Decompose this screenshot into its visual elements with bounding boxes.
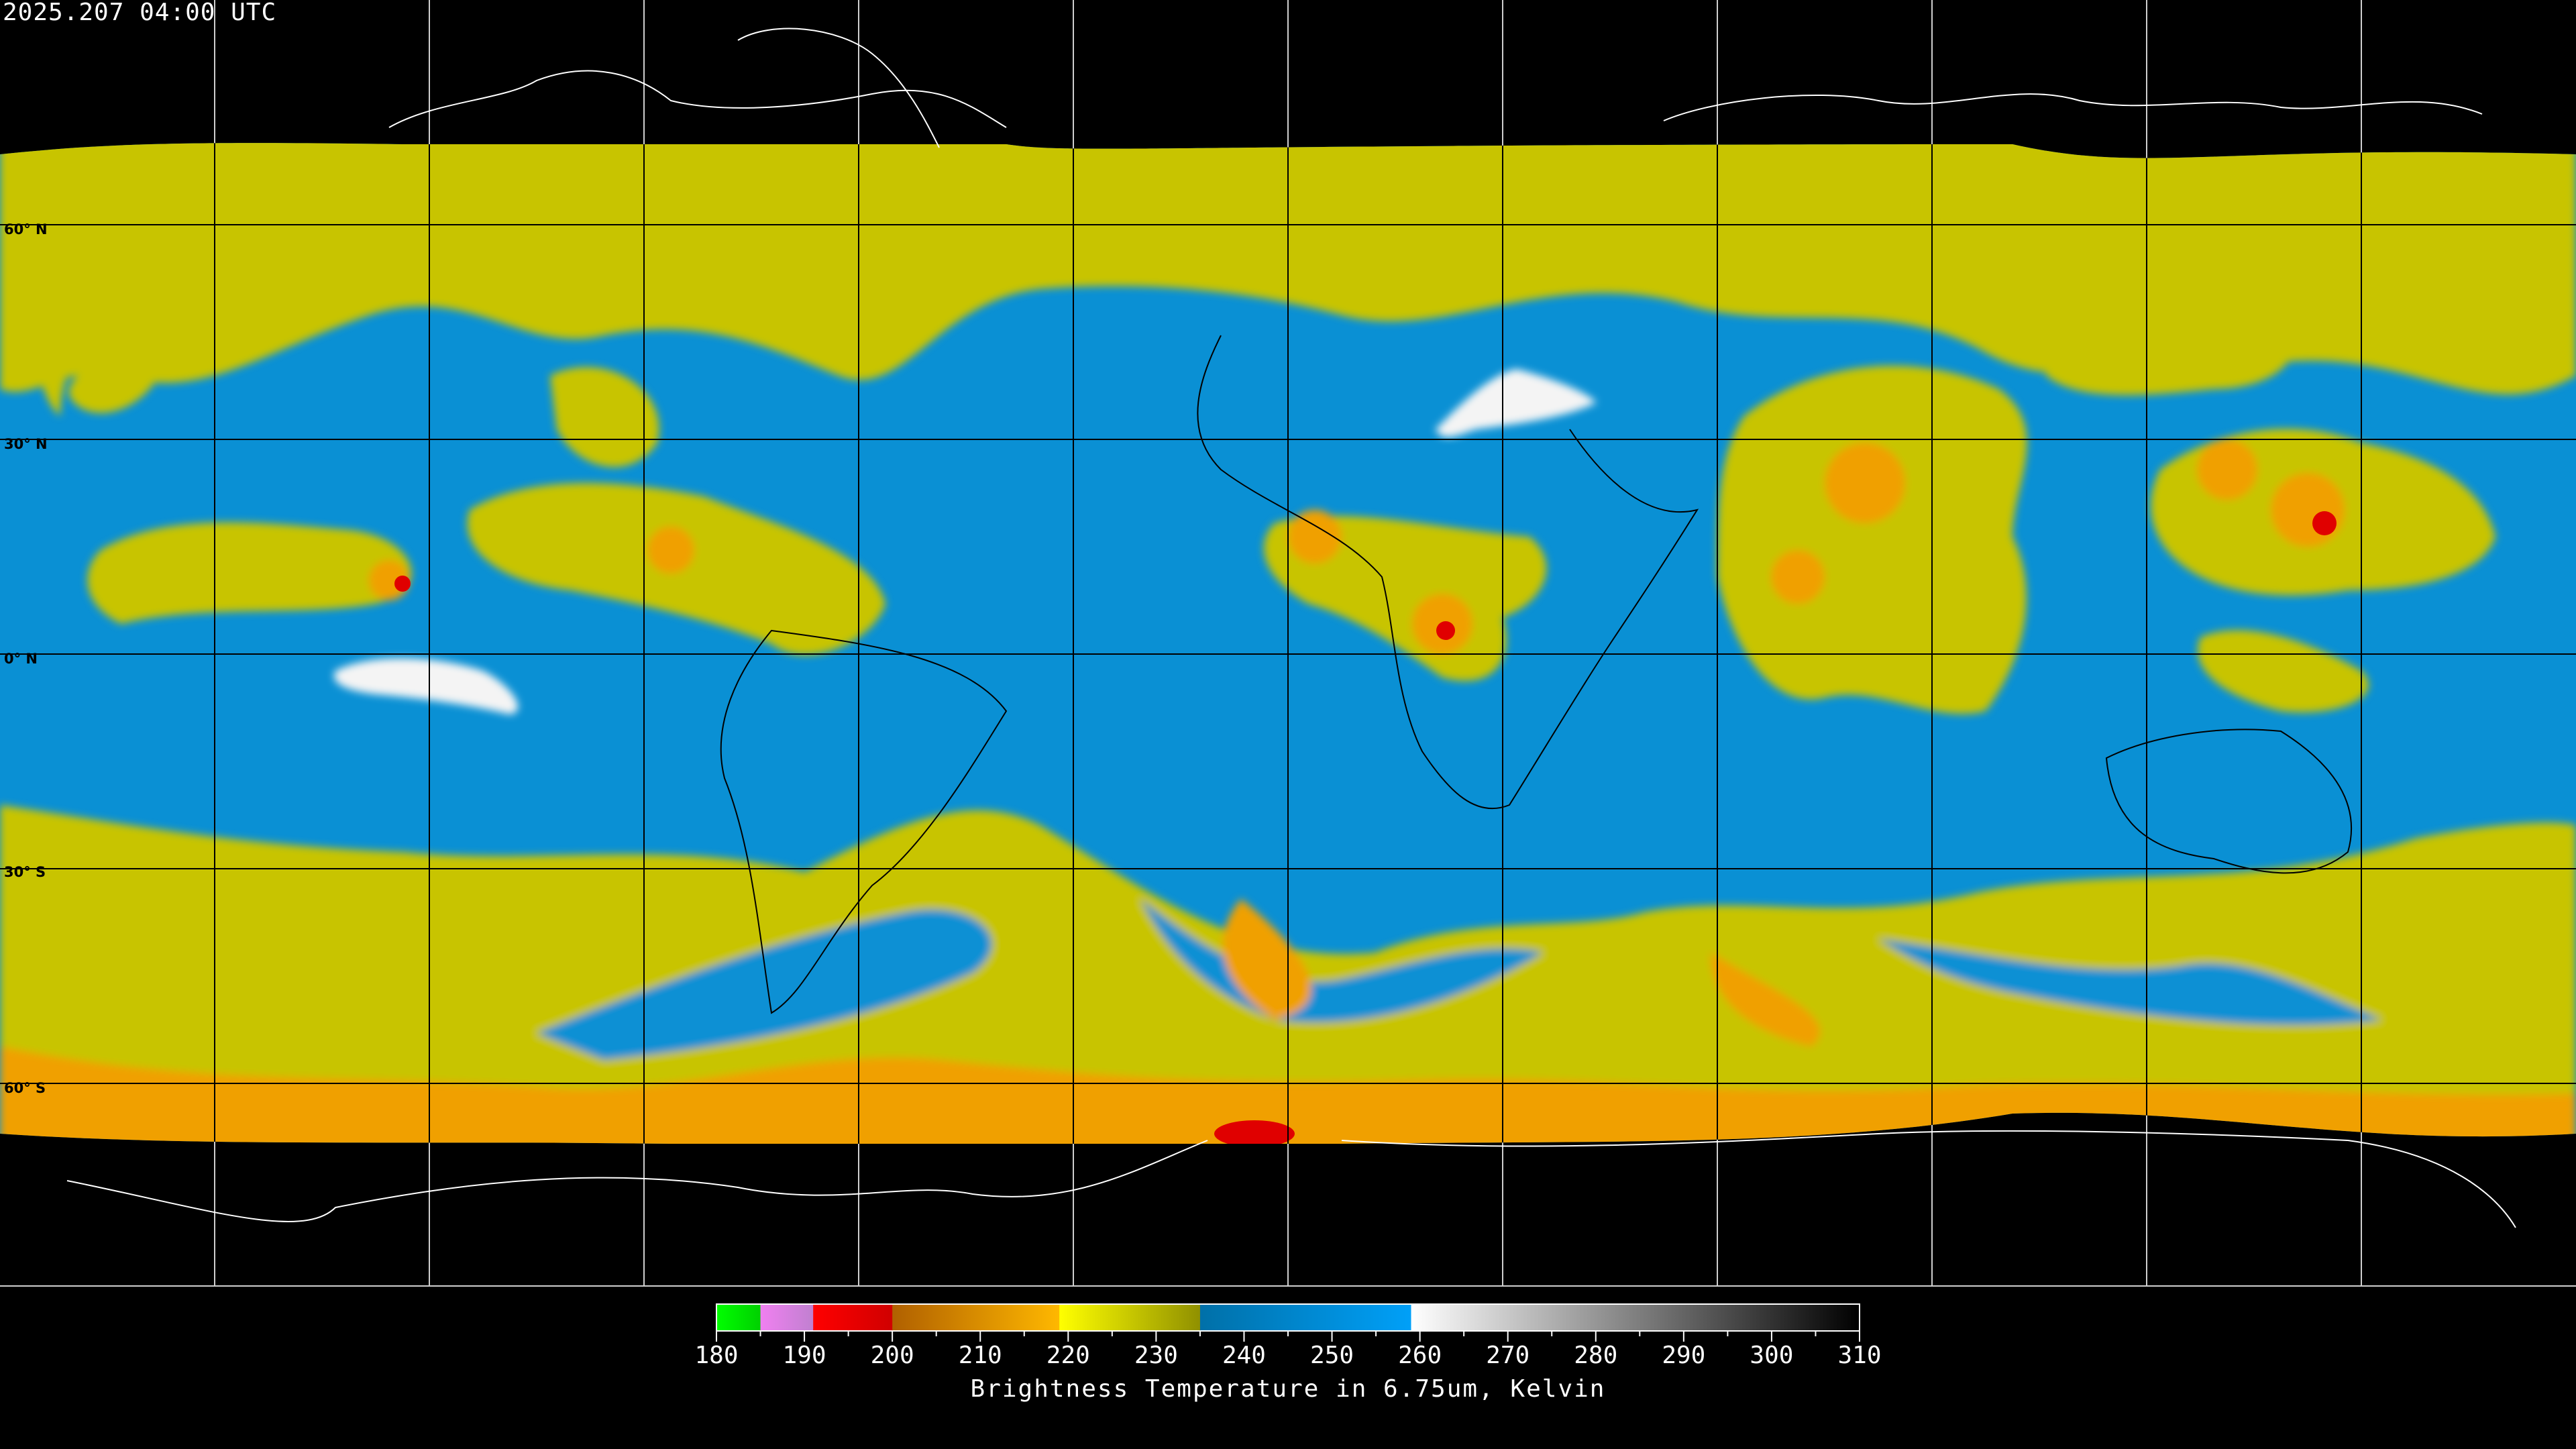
south-orange-streak [1222,899,1311,1020]
colorbar-title: Brightness Temperature in 6.75um, Kelvin [970,1375,1606,1403]
southern-blue-tongue [1878,939,2381,1025]
convection-core [2197,439,2257,500]
colorbar-tick-label: 270 [1486,1342,1529,1369]
timestamp-title: 2025.207 04:00 UTC [3,0,277,26]
colorbar-tick-label: 250 [1310,1342,1354,1369]
southern-blue-tongue [1140,899,1543,1022]
convection-core [1825,443,1905,523]
colorbar-tick-label: 310 [1837,1342,1881,1369]
colorbar-tick-label: 280 [1574,1342,1617,1369]
colorbar-segment [813,1304,893,1331]
convection-maritime [2198,630,2369,712]
graticule-inner [0,143,2576,1144]
dry-region-pacific [334,658,519,714]
coastlines [720,335,2353,1014]
convection-core [1771,550,1825,604]
convection-east-pacific [87,522,412,624]
north-cloud-swirl [34,293,168,416]
dry-region-sahara [1436,369,1597,437]
colorbar: 180 190 200 210 220 230 240 250 260 270 280 290 300 3… [694,1303,1882,1369]
convection-china [2046,308,2294,395]
colorbar-tick-label: 230 [1134,1342,1178,1369]
lat-label-0n: 0° N [4,651,38,667]
convection-peak [2312,511,2337,535]
southern-blue-tongue [537,910,992,1060]
satellite-imagery [0,143,2576,1144]
colorbar-tick-label: 240 [1222,1342,1266,1369]
colorbar-segment [1411,1304,1860,1331]
convection-africa [1264,516,1547,682]
convection-core [647,527,694,574]
water-vapor-map [0,0,2576,1287]
lat-label-30n: 30° N [4,436,48,452]
convection-indian-ocean [1717,366,2027,714]
colorbar-tick-label: 290 [1662,1342,1705,1369]
lat-label-60s: 60° S [4,1080,46,1096]
colorbar-segment [892,1304,1060,1331]
colorbar-segment [760,1304,814,1331]
convection-caribbean [550,367,659,468]
colorbar-tick-label: 300 [1750,1342,1793,1369]
lat-label-60n: 60° N [4,221,48,237]
convection-peak [1436,621,1455,640]
colorbar-tick-label: 260 [1398,1342,1442,1369]
colorbar-tick-label: 190 [783,1342,826,1369]
colorbar-tick-label: 210 [959,1342,1002,1369]
convection-peak [394,576,411,592]
colorbar-segments [716,1304,1860,1331]
colorbar-segment [716,1304,761,1331]
convection-core [1288,510,1342,564]
colorbar-tick-label: 220 [1046,1342,1090,1369]
lat-label-30s: 30° S [4,864,46,880]
convection-core [2271,473,2345,547]
colorbar-ticks: 180 190 200 210 220 230 240 250 260 270 280 290 300 3… [694,1331,1882,1369]
colorbar-tick-label: 200 [871,1342,914,1369]
colorbar-tick-label: 180 [694,1342,738,1369]
colorbar-segment [1199,1304,1412,1331]
colorbar-segment [1059,1304,1201,1331]
south-orange-streak [1711,953,1821,1046]
coastlines-polar [66,28,2516,1228]
convection-peak [1214,1120,1295,1144]
